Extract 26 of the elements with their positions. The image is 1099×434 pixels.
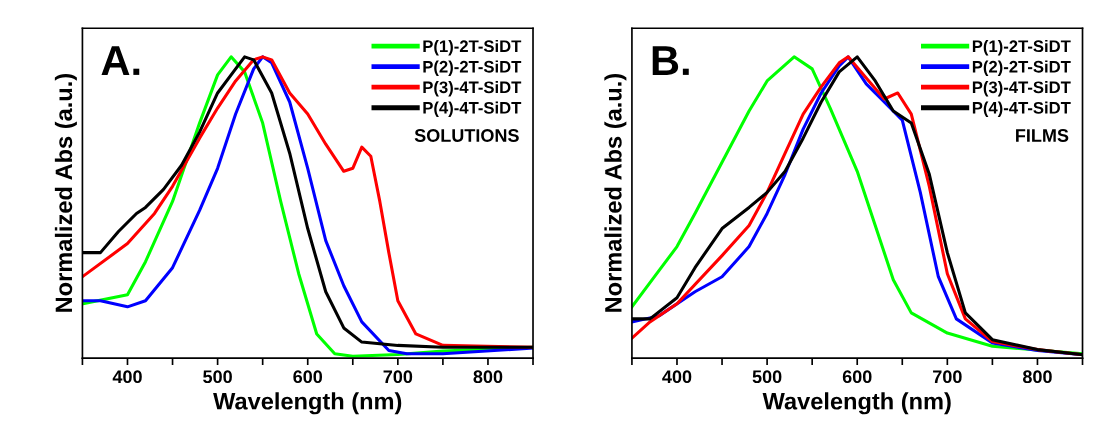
x-tick-label: 600 xyxy=(842,370,872,384)
x-tick-label: 500 xyxy=(203,370,232,384)
y-axis-title: Normalized Abs (a.u.) xyxy=(604,74,627,312)
legend-label: P(4)-4T-SiDT xyxy=(972,101,1071,118)
legend-label: P(4)-4T-SiDT xyxy=(423,101,522,118)
legend-label: P(3)-4T-SiDT xyxy=(423,80,522,97)
legend-label: P(2)-2T-SiDT xyxy=(423,60,522,76)
x-axis-title: Wavelength (nm) xyxy=(762,392,951,415)
chart-title: A. xyxy=(101,46,140,75)
x-tick-label: 700 xyxy=(933,370,962,384)
x-axis-title: Wavelength (nm) xyxy=(213,392,402,415)
y-axis-title: Normalized Abs (a.u.) xyxy=(54,74,77,312)
x-tick-label: 800 xyxy=(473,370,503,384)
legend-label: P(3)-4T-SiDT xyxy=(972,80,1071,97)
legend-label: P(1)-2T-SiDT xyxy=(972,39,1071,56)
x-tick-label: 800 xyxy=(1022,370,1052,384)
x-tick-label: 500 xyxy=(752,370,782,384)
x-tick-label: 400 xyxy=(112,370,142,384)
x-tick-label: 400 xyxy=(662,370,692,384)
x-tick-label: 600 xyxy=(293,370,323,384)
legend-label: P(2)-2T-SiDT xyxy=(972,60,1071,76)
chart-title: B. xyxy=(652,46,689,75)
x-tick-label: 700 xyxy=(383,370,413,384)
annotation: FILMS xyxy=(1016,129,1069,142)
annotation: SOLUTIONS xyxy=(414,129,519,142)
legend-label: P(1)-2T-SiDT xyxy=(423,39,522,56)
